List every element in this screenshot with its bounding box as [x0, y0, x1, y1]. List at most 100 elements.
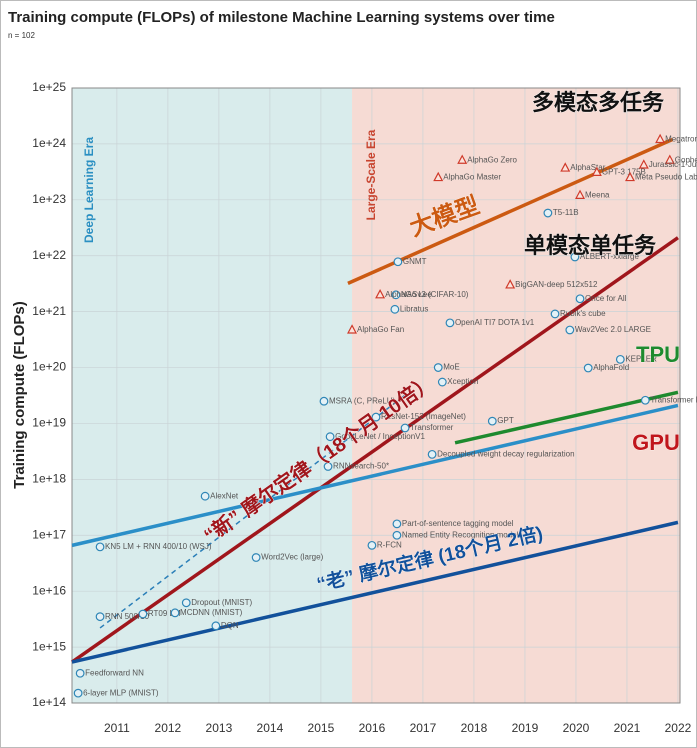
data-point [73, 688, 83, 698]
point-label: MCDNN (MNIST) [180, 608, 243, 617]
data-point [427, 449, 437, 459]
data-point [75, 668, 85, 678]
point-label: Libratus [400, 304, 428, 313]
annotation: TPU [636, 342, 680, 367]
point-label: GPT-3 175B [602, 167, 646, 176]
data-point [323, 462, 333, 471]
data-point [640, 395, 650, 405]
y-tick-label: 1e+24 [32, 136, 66, 150]
x-tick-label: 2012 [155, 721, 182, 735]
point-label: Gopher [675, 155, 697, 164]
data-point [390, 304, 400, 314]
data-point [347, 324, 358, 334]
point-label: Megatron-Turing NLG 530B [665, 135, 697, 144]
x-tick-label: 2014 [257, 721, 284, 735]
data-point [391, 290, 401, 300]
data-point [570, 252, 580, 262]
point-label: GoogLeNet / InceptionV1 [335, 432, 425, 441]
y-tick-label: 1e+15 [32, 639, 66, 653]
data-point [251, 553, 261, 562]
point-label: Wav2Vec 2.0 LARGE [575, 325, 651, 334]
point-label: NASv3 (CIFAR-10) [401, 290, 469, 299]
x-tick-label: 2015 [308, 721, 335, 735]
trend-line [347, 137, 674, 285]
point-label: DQN [221, 621, 239, 630]
era-label: Large-Scale Era [364, 129, 378, 220]
trend-line [71, 403, 679, 548]
point-label: T5-11B [553, 208, 579, 217]
data-point [319, 396, 329, 406]
chart-subtitle: n = 102 [8, 31, 35, 40]
data-point [457, 154, 468, 164]
data-point [505, 279, 516, 289]
point-label: Dropout (MNIST) [191, 598, 252, 607]
point-label: Transformer local-attention (NesT-B) [650, 395, 697, 404]
point-label: AlphaGo Master [443, 173, 501, 182]
point-label: Xception [447, 377, 478, 386]
data-point [575, 294, 585, 304]
y-tick-label: 1e+22 [32, 248, 66, 262]
era-label: Deep Learning Era [82, 137, 96, 243]
data-point [371, 412, 381, 422]
x-tick-label: 2013 [206, 721, 233, 735]
data-point [211, 621, 221, 631]
data-point [181, 598, 191, 608]
point-label: R-FCN [377, 540, 402, 549]
data-point [638, 159, 649, 169]
point-label: Jurassic-1-Jumbo [649, 160, 697, 169]
data-point [445, 318, 455, 328]
data-point [325, 432, 335, 442]
point-label: MSRA (C, PReLU) [329, 396, 396, 405]
data-point [433, 171, 444, 182]
era-band [352, 88, 680, 703]
data-point [655, 133, 666, 144]
trend-line [454, 390, 679, 445]
x-tick-label: 2018 [461, 721, 488, 735]
data-point [550, 309, 560, 319]
y-tick-label: 1e+18 [32, 472, 66, 486]
point-label: RNN 500/10 [105, 612, 150, 621]
point-label: GPT [497, 416, 514, 425]
x-tick-label: 2011 [104, 721, 130, 735]
y-tick-label: 1e+20 [32, 360, 66, 374]
data-point [433, 363, 443, 372]
point-label: Meta Pseudo Labels [635, 173, 697, 182]
trend-line [70, 236, 679, 664]
data-point [95, 612, 105, 622]
point-label: RNNsearch-50* [333, 462, 389, 471]
x-tick-label: 2019 [512, 721, 539, 735]
y-axis-label: Training compute (FLOPs) [11, 301, 28, 489]
point-label: BigGAN-deep 512x512 [515, 280, 598, 289]
annotation: 多模态多任务 [532, 90, 665, 115]
data-point [575, 189, 586, 199]
point-label: OpenAI TI7 DOTA 1v1 [455, 318, 535, 327]
data-point [664, 154, 675, 164]
point-label: KN5 LM + RNN 400/10 (WSJ) [105, 542, 212, 551]
x-tick-label: 2020 [563, 721, 590, 735]
data-point [393, 257, 403, 267]
annotation: 单模态单任务 [524, 233, 657, 258]
point-label: 6-layer MLP (MNIST) [83, 688, 159, 697]
data-point [565, 325, 575, 335]
trend-line [71, 520, 679, 664]
y-tick-label: 1e+19 [32, 416, 66, 430]
point-label: AlexNet [210, 491, 239, 500]
data-point [392, 519, 402, 529]
point-label: Rubik's cube [560, 309, 606, 318]
data-point [583, 363, 593, 373]
point-label: RT09 LM [148, 609, 181, 618]
point-label: Part-of-sentence tagging model [402, 519, 514, 528]
y-tick-label: 1e+17 [32, 527, 66, 541]
data-point [615, 354, 625, 364]
x-tick-label: 2017 [410, 721, 437, 735]
x-tick-label: 2016 [359, 721, 386, 735]
point-label: Meena [585, 191, 610, 200]
y-tick-label: 1e+21 [32, 304, 66, 318]
data-point [437, 377, 447, 387]
chart-title: Training compute (FLOPs) of milestone Ma… [8, 9, 555, 26]
data-point [138, 609, 148, 619]
point-label: Named Entity Recognition model [402, 530, 519, 539]
point-label: AlphaGo Lee [385, 290, 432, 299]
point-label: Decoupled weight decay regularization [437, 449, 574, 458]
